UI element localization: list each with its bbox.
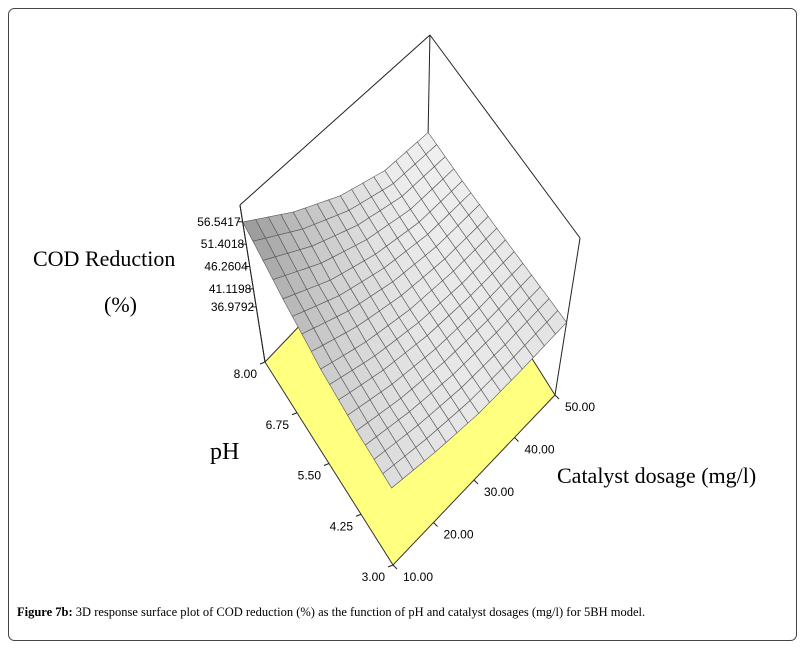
x-tick-label: 3.00: [362, 570, 386, 584]
x-tick: [387, 564, 394, 568]
x-tick-label: 4.25: [330, 519, 354, 533]
caption-label: Figure 7b:: [17, 605, 73, 619]
y-tick-label: 20.00: [444, 528, 474, 542]
z-tick-label: 36.9792: [211, 300, 255, 314]
box-edge: [239, 34, 431, 206]
y-tick: [392, 564, 398, 570]
x-tick-label: 6.75: [266, 418, 290, 432]
y-tick-label: 30.00: [484, 485, 514, 499]
box-edge: [429, 34, 581, 239]
y-tick: [554, 394, 560, 400]
x-axis-title: pH: [210, 439, 239, 465]
x-tick: [355, 513, 362, 517]
x-tick: [259, 361, 266, 365]
x-tick-label: 5.50: [298, 469, 322, 483]
y-tick-label: 40.00: [525, 443, 555, 457]
x-tick: [323, 463, 330, 466]
x-tick-label: 8.00: [234, 367, 258, 381]
box-edge: [554, 237, 581, 396]
y-tick-label: 50.00: [565, 400, 595, 414]
z-tick-label: 41.1198: [209, 282, 252, 296]
z-tick-label: 51.4018: [201, 237, 245, 251]
z-axis-title: COD Reduction: [33, 246, 175, 271]
y-axis-title: Catalyst dosage (mg/l): [557, 463, 756, 488]
z-tick-label: 46.2604: [204, 259, 248, 273]
z-axis-title: (%): [104, 292, 137, 317]
x-tick: [291, 412, 298, 416]
y-tick: [514, 437, 519, 442]
surface-cell: [382, 464, 403, 489]
caption-text: 3D response surface plot of COD reductio…: [73, 605, 645, 619]
y-tick: [473, 479, 479, 485]
plot: 36.9792 41.1198 46.2604 51.4018 56.5417 3.00 4…: [197, 34, 595, 584]
y-tick-label: 10.00: [403, 570, 433, 584]
y-tick: [433, 522, 438, 527]
z-tick-label: 56.5417: [197, 215, 241, 229]
z-axis: [239, 204, 266, 363]
caption: Figure 7b: 3D response surface plot of C…: [17, 605, 645, 619]
